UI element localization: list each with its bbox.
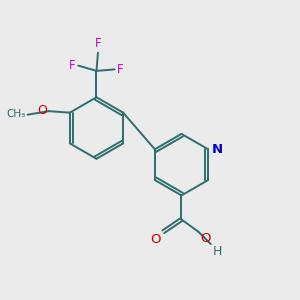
Text: O: O [200,232,211,245]
Text: O: O [37,104,47,117]
Text: F: F [94,38,101,50]
Text: F: F [69,58,76,71]
Text: methoxy: methoxy [20,114,26,115]
Text: F: F [117,63,124,76]
Text: CH₃: CH₃ [7,109,26,119]
Text: O: O [150,233,160,246]
Text: N: N [212,143,223,156]
Text: H: H [212,245,222,258]
